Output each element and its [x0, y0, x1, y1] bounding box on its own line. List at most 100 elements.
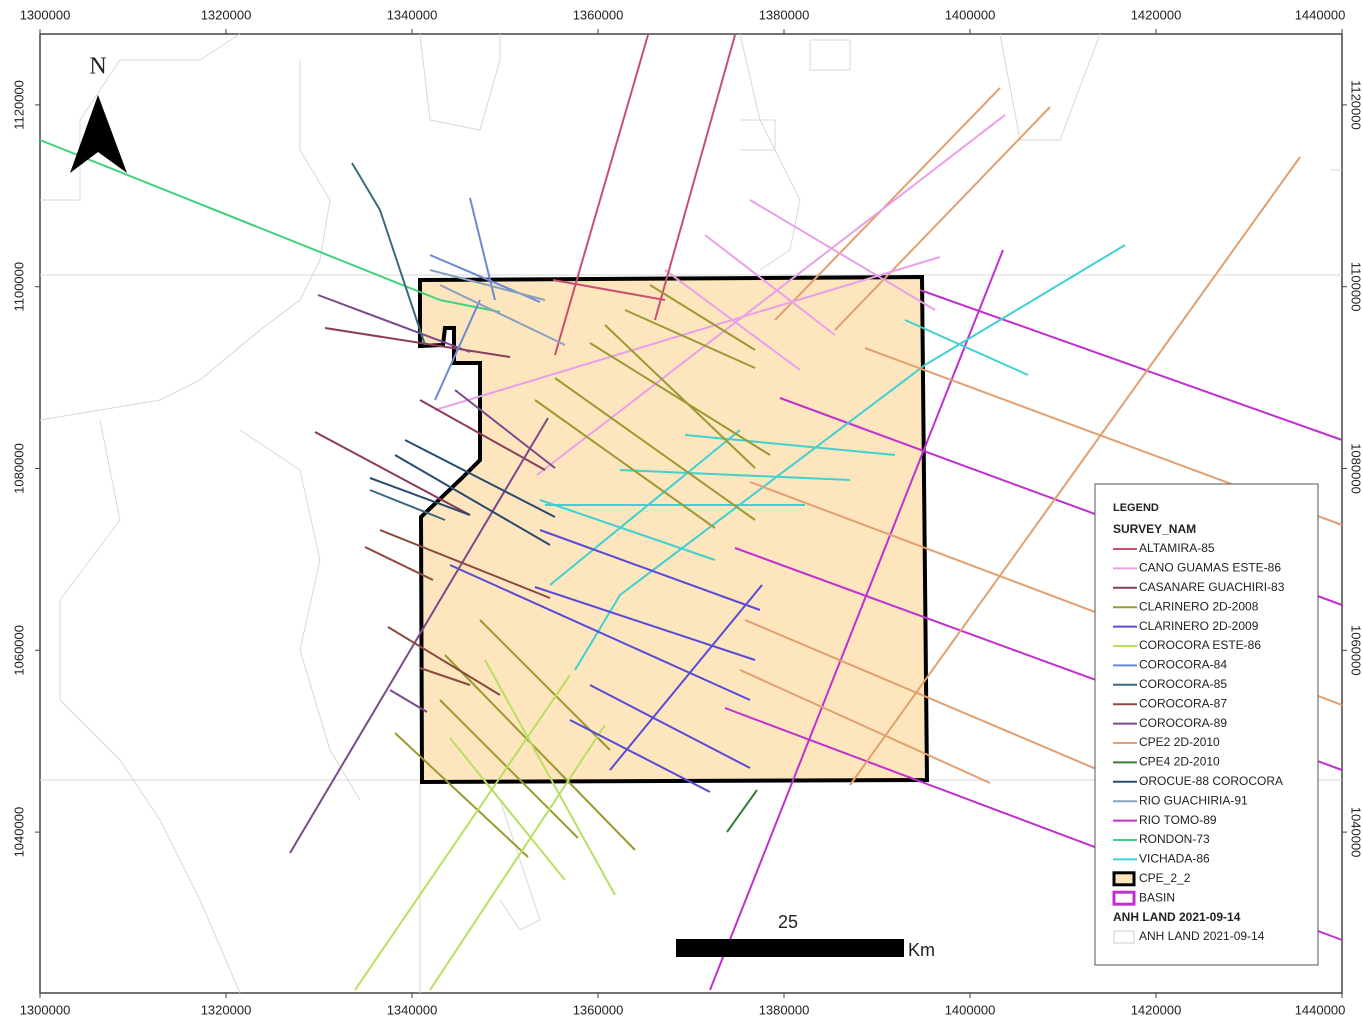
legend-label: ALTAMIRA-85: [1139, 541, 1215, 555]
survey-line: [619, 469, 851, 481]
legend-label: CLARINERO 2D-2008: [1139, 599, 1259, 613]
survey-line: [434, 299, 481, 401]
legend-label: RIO GUACHIRIA-91: [1139, 793, 1248, 807]
y-tick-label-left: 1040000: [11, 807, 26, 858]
y-tick-label-right: 1040000: [1349, 807, 1363, 858]
survey-line: [624, 309, 756, 369]
survey-line: [749, 199, 936, 311]
survey-line: [534, 586, 756, 661]
survey-line: [549, 429, 741, 586]
survey-line: [439, 699, 579, 839]
survey-line: [534, 399, 716, 529]
survey-line: [364, 546, 434, 581]
x-tick-label-bottom: 1300000: [20, 1002, 71, 1017]
scale-unit: Km: [908, 940, 935, 960]
x-tick-label-top: 1420000: [1131, 7, 1182, 22]
survey-line: [429, 724, 606, 991]
y-tick-label-left: 1120000: [11, 80, 26, 130]
survey-line: [351, 162, 426, 346]
survey-line: [419, 667, 471, 686]
legend-label: VICHADA-86: [1139, 852, 1210, 866]
survey-line: [439, 284, 566, 346]
survey-line: [444, 654, 636, 851]
x-tick-label-bottom: 1440000: [1295, 1002, 1346, 1017]
survey-line: [324, 327, 511, 358]
survey-line: [539, 499, 716, 561]
legend-label: ANH LAND 2021-09-14: [1139, 929, 1265, 943]
legend-label: CLARINERO 2D-2009: [1139, 619, 1259, 633]
scale-bar: 25 Km: [676, 912, 935, 960]
legend-swatch: [1112, 871, 1136, 887]
survey-line: [552, 279, 666, 301]
legend-label: COROCORA-84: [1139, 658, 1227, 672]
x-tick-label-top: 1380000: [759, 7, 810, 22]
survey-line: [654, 34, 736, 321]
y-tick-label-right: 1060000: [1349, 625, 1363, 676]
legend-label: CANO GUAMAS ESTE-86: [1139, 561, 1281, 575]
survey-line: [354, 674, 571, 991]
x-tick-label-bottom: 1360000: [573, 1002, 624, 1017]
legend: LEGEND SURVEY_NAM ALTAMIRA-85 CANO GUAMAS…: [1094, 483, 1319, 966]
legend-group: ANH LAND 2021-09-14: [1113, 910, 1241, 924]
survey-line: [849, 156, 1301, 786]
survey-line: [469, 197, 496, 301]
survey-line: [317, 294, 471, 353]
survey-line: [904, 319, 1029, 376]
survey-line: [609, 584, 763, 771]
survey-line: [589, 684, 751, 769]
survey-line: [389, 689, 428, 713]
scale-value: 25: [778, 912, 798, 932]
survey-line: [394, 454, 551, 546]
survey-line: [834, 106, 1051, 331]
legend-title: LEGEND: [1113, 502, 1159, 514]
legend-label: OROCUE-88 COROCORA: [1139, 774, 1283, 788]
legend-label: RIO TOMO-89: [1139, 813, 1217, 827]
legend-label: CPE2 2D-2010: [1139, 735, 1220, 749]
y-tick-label-left: 1080000: [11, 443, 26, 494]
survey-line: [574, 244, 1126, 671]
survey-line: [314, 431, 471, 516]
survey-line: [449, 564, 751, 701]
survey-line: [449, 737, 566, 881]
legend-label: COROCORA-85: [1139, 677, 1227, 691]
scale-bar-rect: [676, 939, 904, 957]
survey-line: [554, 34, 649, 356]
x-tick-label-top: 1440000: [1295, 7, 1346, 22]
survey-line: [379, 529, 551, 599]
x-tick-label-top: 1340000: [387, 7, 438, 22]
survey-line: [684, 434, 896, 456]
y-tick-label-right: 1120000: [1349, 80, 1363, 130]
x-tick-label-bottom: 1340000: [387, 1002, 438, 1017]
survey-line: [369, 477, 471, 516]
survey-line: [536, 114, 1006, 476]
legend-swatch: [1112, 890, 1136, 906]
legend-label: CPE_2_2: [1139, 871, 1191, 885]
survey-line: [604, 324, 756, 469]
y-tick-label-left: 1100000: [11, 262, 26, 312]
survey-line: [394, 732, 529, 858]
survey-line: [649, 284, 756, 351]
survey-line: [539, 529, 761, 611]
survey-line: [664, 269, 801, 371]
y-tick-label-left: 1060000: [11, 625, 26, 676]
legend-label: RONDON-73: [1139, 832, 1210, 846]
legend-swatch: [1113, 930, 1135, 944]
legend-label: COROCORA-89: [1139, 716, 1227, 730]
survey-line: [569, 719, 711, 793]
x-tick-label-bottom: 1380000: [759, 1002, 810, 1017]
survey-line: [434, 256, 941, 411]
north-label: N: [89, 54, 106, 80]
x-tick-label-top: 1400000: [945, 7, 996, 22]
survey-line: [774, 87, 1001, 321]
north-arrow: N: [70, 54, 127, 173]
legend-label: CPE4 2D-2010: [1139, 755, 1220, 769]
legend-group: SURVEY_NAM: [1113, 522, 1196, 536]
y-tick-label-right: 1080000: [1349, 443, 1363, 494]
survey-line: [429, 269, 546, 301]
survey-line: [704, 234, 836, 336]
north-arrow-shape: [70, 95, 127, 173]
legend-label: COROCORA-87: [1139, 696, 1227, 710]
legend-label: BASIN: [1139, 890, 1175, 904]
survey-line: [739, 669, 991, 784]
